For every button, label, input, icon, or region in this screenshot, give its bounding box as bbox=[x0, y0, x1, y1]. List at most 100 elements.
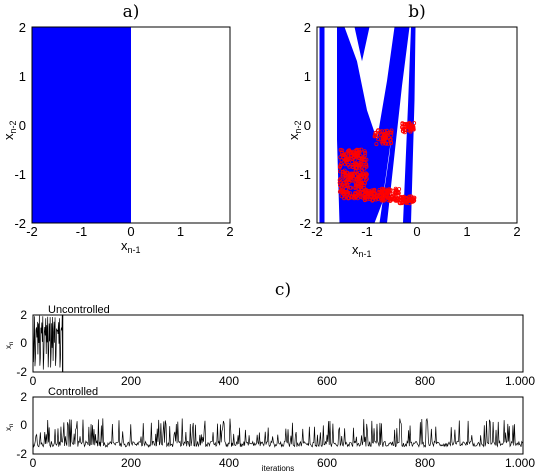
attractor-point bbox=[341, 192, 346, 197]
attractor-point bbox=[343, 172, 348, 177]
attractor-point bbox=[342, 162, 347, 167]
attractor-point bbox=[412, 121, 417, 126]
attractor-point bbox=[388, 198, 393, 203]
panel-b-xtick: -2 bbox=[311, 224, 323, 239]
panel-b-ytick: 1 bbox=[304, 69, 311, 84]
attractor-point bbox=[353, 183, 358, 188]
controlled-ytick: 0 bbox=[20, 418, 27, 432]
attractor-point bbox=[402, 128, 407, 133]
uncontrolled-xtick: 400 bbox=[219, 374, 239, 388]
panel-b-xlabel: xn-1 bbox=[352, 242, 372, 259]
attractor-point bbox=[368, 195, 373, 200]
panel-a-ytick: -1 bbox=[14, 167, 26, 182]
attractor-point bbox=[398, 194, 403, 199]
attractor-point bbox=[345, 193, 350, 198]
attractor-point bbox=[393, 197, 398, 202]
controlled-xlabel: iterations bbox=[262, 464, 294, 472]
attractor-point bbox=[343, 158, 348, 163]
attractor-point bbox=[391, 196, 396, 201]
attractor-point bbox=[359, 172, 364, 177]
uncontrolled-frame bbox=[32, 314, 524, 373]
attractor-point bbox=[377, 189, 382, 194]
uncontrolled-ytick: -2 bbox=[16, 365, 27, 379]
panel-b-frame bbox=[316, 26, 518, 224]
controlled-xtick: 200 bbox=[121, 456, 141, 470]
attractor-point bbox=[390, 193, 395, 198]
attractor-point bbox=[353, 186, 358, 191]
controlled-xtick: 800 bbox=[415, 456, 435, 470]
uncontrolled-xtick: 600 bbox=[317, 374, 337, 388]
attractor-point bbox=[347, 179, 352, 184]
attractor-point bbox=[362, 159, 367, 164]
series-line bbox=[33, 417, 523, 448]
attractor-point bbox=[354, 148, 359, 153]
panel-a-ytick: -2 bbox=[14, 216, 26, 231]
attractor-point bbox=[343, 175, 348, 180]
series-line bbox=[33, 315, 64, 372]
basin-region bbox=[379, 27, 410, 223]
panel-b-points bbox=[337, 120, 417, 206]
uncontrolled-xtick: 800 bbox=[415, 374, 435, 388]
uncontrolled-series bbox=[33, 315, 64, 372]
attractor-point bbox=[349, 174, 354, 179]
attractor-point bbox=[363, 177, 368, 182]
attractor-point bbox=[343, 177, 348, 182]
attractor-point bbox=[341, 169, 346, 174]
attractor-point bbox=[392, 192, 397, 197]
attractor-point bbox=[339, 185, 344, 190]
panel-b-xtick: 0 bbox=[413, 224, 420, 239]
attractor-point bbox=[353, 157, 358, 162]
uncontrolled-title: Uncontrolled bbox=[48, 304, 110, 316]
attractor-point bbox=[337, 180, 342, 185]
attractor-point bbox=[357, 173, 362, 178]
attractor-point bbox=[350, 160, 355, 165]
attractor-point bbox=[353, 168, 358, 173]
attractor-point bbox=[339, 187, 344, 192]
attractor-point bbox=[341, 172, 346, 177]
attractor-point bbox=[345, 183, 350, 188]
attractor-point bbox=[362, 158, 367, 163]
attractor-point bbox=[343, 151, 348, 156]
basin-region bbox=[354, 27, 370, 62]
attractor-point bbox=[354, 176, 359, 181]
uncontrolled-ytick: 0 bbox=[20, 336, 27, 350]
attractor-point bbox=[374, 142, 379, 147]
attractor-point bbox=[363, 171, 368, 176]
attractor-point bbox=[366, 189, 371, 194]
panel-b-xtick: 1 bbox=[463, 224, 470, 239]
attractor-point bbox=[358, 180, 363, 185]
attractor-point bbox=[350, 164, 355, 169]
attractor-point bbox=[338, 161, 343, 166]
panel-a-marks bbox=[32, 27, 131, 223]
attractor-point bbox=[339, 158, 344, 163]
panel-b-ytick: -2 bbox=[299, 216, 311, 231]
panel-a-ylabel: xn-2 bbox=[1, 120, 18, 140]
attractor-point bbox=[347, 149, 352, 154]
attractor-point bbox=[359, 156, 364, 161]
panel-a-frame bbox=[31, 26, 231, 224]
attractor-point bbox=[372, 134, 377, 139]
controlled-title: Controlled bbox=[48, 386, 98, 398]
controlled-ylabel: xn bbox=[4, 424, 15, 431]
attractor-point bbox=[400, 128, 405, 133]
attractor-point bbox=[382, 139, 387, 144]
attractor-point bbox=[382, 134, 387, 139]
attractor-point bbox=[362, 149, 367, 154]
attractor-point bbox=[357, 191, 362, 196]
attractor-point bbox=[362, 181, 367, 186]
attractor-point bbox=[372, 191, 377, 196]
attractor-point bbox=[361, 183, 366, 188]
attractor-point bbox=[411, 126, 416, 131]
attractor-point bbox=[337, 189, 342, 194]
attractor-point bbox=[342, 196, 347, 201]
attractor-point bbox=[339, 194, 344, 199]
attractor-point bbox=[346, 196, 351, 201]
attractor-point bbox=[348, 191, 353, 196]
attractor-point bbox=[348, 153, 353, 158]
attractor-point bbox=[341, 155, 346, 160]
panel-a-xtick: 1 bbox=[177, 224, 184, 239]
attractor-point bbox=[360, 169, 365, 174]
controlled-series bbox=[33, 417, 523, 448]
attractor-point bbox=[359, 158, 364, 163]
attractor-point bbox=[407, 194, 412, 199]
